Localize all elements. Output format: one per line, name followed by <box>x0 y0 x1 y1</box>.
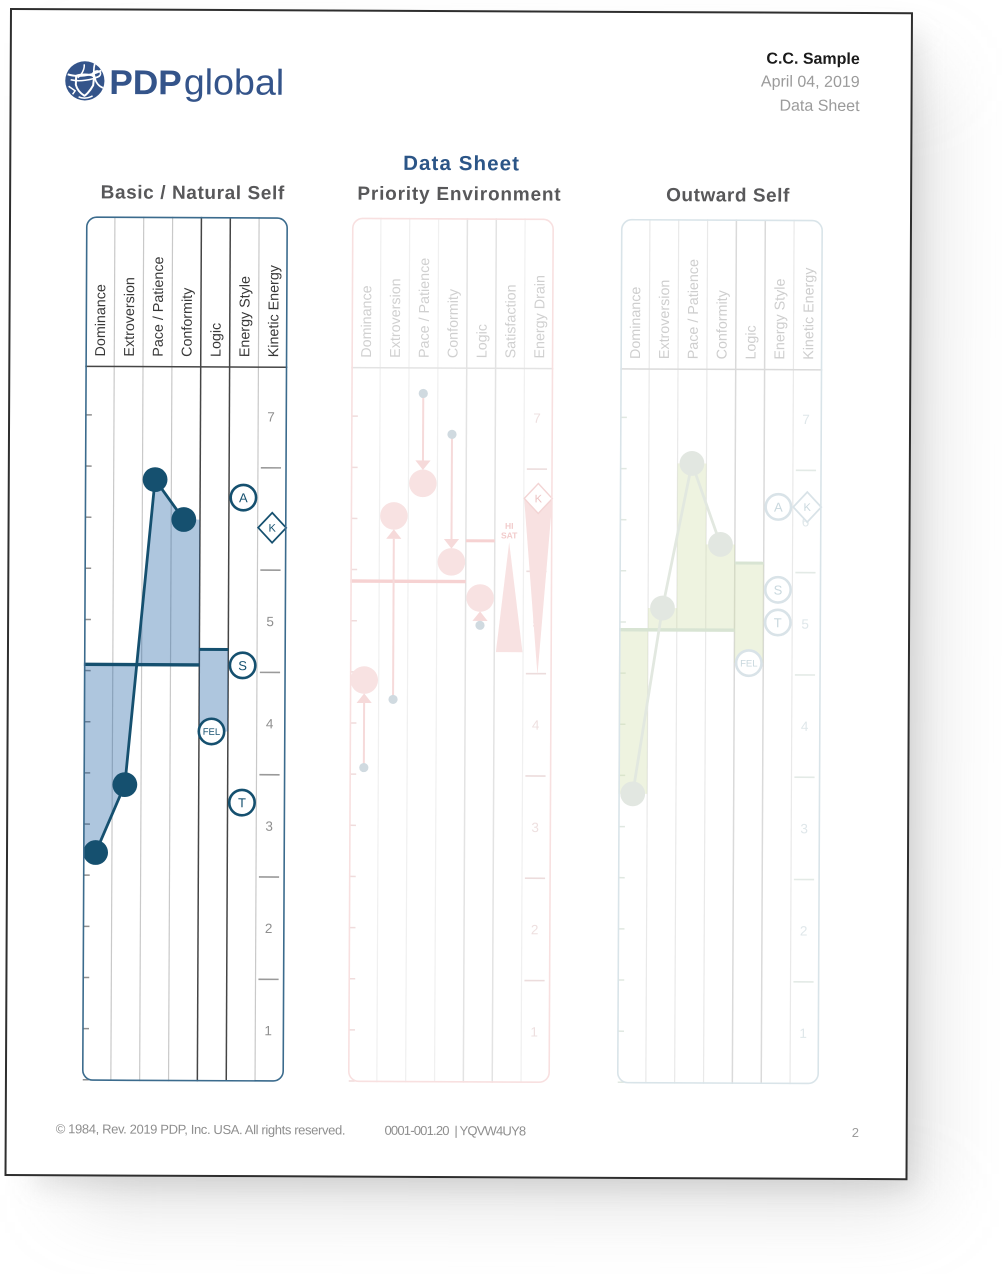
svg-text:Kinetic Energy: Kinetic Energy <box>801 267 817 360</box>
svg-text:7: 7 <box>267 410 275 425</box>
svg-text:Pace / Patience: Pace / Patience <box>686 259 702 359</box>
svg-text:Energy Drain: Energy Drain <box>532 275 548 359</box>
svg-text:S: S <box>774 583 783 598</box>
svg-text:Conformity: Conformity <box>715 289 731 359</box>
svg-text:K: K <box>804 502 812 514</box>
svg-text:Logic: Logic <box>743 325 759 359</box>
svg-text:5: 5 <box>266 614 274 629</box>
svg-text:Conformity: Conformity <box>180 287 196 357</box>
svg-text:FEL: FEL <box>740 658 757 669</box>
svg-text:T: T <box>238 795 246 810</box>
svg-text:1: 1 <box>530 1025 538 1040</box>
svg-text:SAT: SAT <box>501 530 518 540</box>
svg-text:7: 7 <box>533 411 541 426</box>
svg-text:A: A <box>239 490 248 505</box>
svg-text:Pace / Patience: Pace / Patience <box>417 258 433 358</box>
svg-text:1: 1 <box>264 1023 272 1038</box>
svg-text:Logic: Logic <box>208 323 224 357</box>
svg-text:3: 3 <box>265 819 273 834</box>
svg-text:2: 2 <box>800 924 808 939</box>
svg-text:1: 1 <box>799 1026 807 1041</box>
svg-text:3: 3 <box>531 820 539 835</box>
svg-text:Extroversion: Extroversion <box>388 278 404 358</box>
svg-text:Extroversion: Extroversion <box>122 277 138 357</box>
svg-text:S: S <box>238 658 247 673</box>
svg-text:Pace / Patience: Pace / Patience <box>151 256 167 356</box>
svg-text:4: 4 <box>532 718 540 733</box>
svg-text:2: 2 <box>265 921 273 936</box>
svg-text:Logic: Logic <box>474 324 490 358</box>
svg-text:5: 5 <box>801 617 809 632</box>
svg-text:Energy Style: Energy Style <box>772 278 788 359</box>
svg-text:K: K <box>268 523 276 535</box>
svg-text:A: A <box>774 500 783 515</box>
svg-text:FEL: FEL <box>203 727 220 738</box>
svg-text:T: T <box>774 615 782 630</box>
svg-text:Conformity: Conformity <box>446 288 462 358</box>
svg-text:HI: HI <box>505 521 514 531</box>
svg-text:4: 4 <box>801 719 809 734</box>
svg-text:Satisfaction: Satisfaction <box>503 284 519 358</box>
svg-text:Dominance: Dominance <box>359 285 375 357</box>
svg-text:global: global <box>184 61 285 102</box>
svg-text:Extroversion: Extroversion <box>657 280 673 360</box>
svg-text:K: K <box>535 493 543 505</box>
svg-text:Dominance: Dominance <box>93 284 109 356</box>
svg-text:6: 6 <box>802 514 810 529</box>
svg-text:3: 3 <box>800 821 808 836</box>
svg-text:4: 4 <box>266 716 274 731</box>
svg-text:Energy Style: Energy Style <box>237 276 253 357</box>
svg-text:Dominance: Dominance <box>628 287 644 359</box>
svg-text:Kinetic Energy: Kinetic Energy <box>266 264 282 357</box>
svg-text:PDP: PDP <box>109 63 182 101</box>
svg-text:2: 2 <box>531 922 539 937</box>
svg-text:7: 7 <box>802 412 810 427</box>
